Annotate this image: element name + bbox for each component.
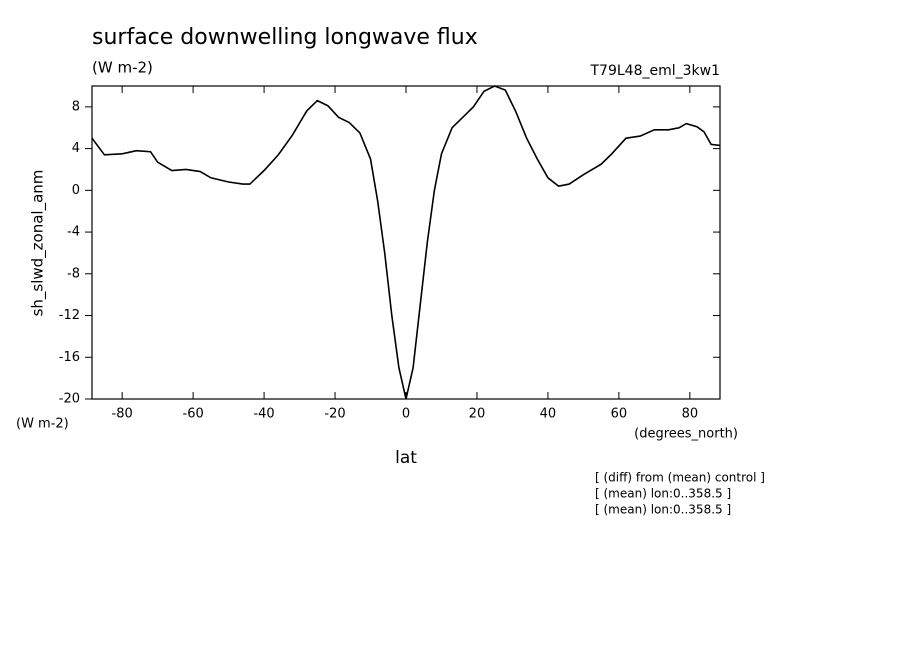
y-tick-label: 4 [72,141,80,156]
note: [ (diff) from (mean) control ] [595,471,765,485]
subtitle: (W m-2) [92,59,153,77]
x-tick-label: 60 [611,407,628,422]
x-tick-label: 20 [469,407,486,422]
chart-title: surface downwelling longwave flux [92,25,478,50]
y-tick-label: -8 [67,266,80,281]
x-axis-label: lat [395,448,417,468]
y-tick-label: -16 [59,350,80,365]
run-label: T79L48_eml_3kw1 [590,63,721,79]
x-tick-label: -20 [324,407,345,422]
y-tick-label: 0 [72,183,80,198]
x-tick-label: 40 [540,407,557,422]
y-tick-label: -20 [59,392,80,407]
note: [ (mean) lon:0..358.5 ] [595,503,731,517]
x-tick-label: -80 [112,407,133,422]
y-units: (W m-2) [16,417,69,432]
x-tick-label: -60 [183,407,204,422]
y-axis-label: sh_slwd_zonal_anm [29,170,48,317]
data-line [91,85,721,400]
x-tick-label: 0 [402,407,410,422]
y-tick-label: -12 [59,308,80,323]
x-tick-label: -40 [253,407,274,422]
x-tick-label: 80 [682,407,699,422]
note: [ (mean) lon:0..358.5 ] [595,487,731,501]
y-tick-label: -4 [67,225,80,240]
y-tick-label: 8 [72,99,80,114]
x-units: (degrees_north) [634,427,738,442]
